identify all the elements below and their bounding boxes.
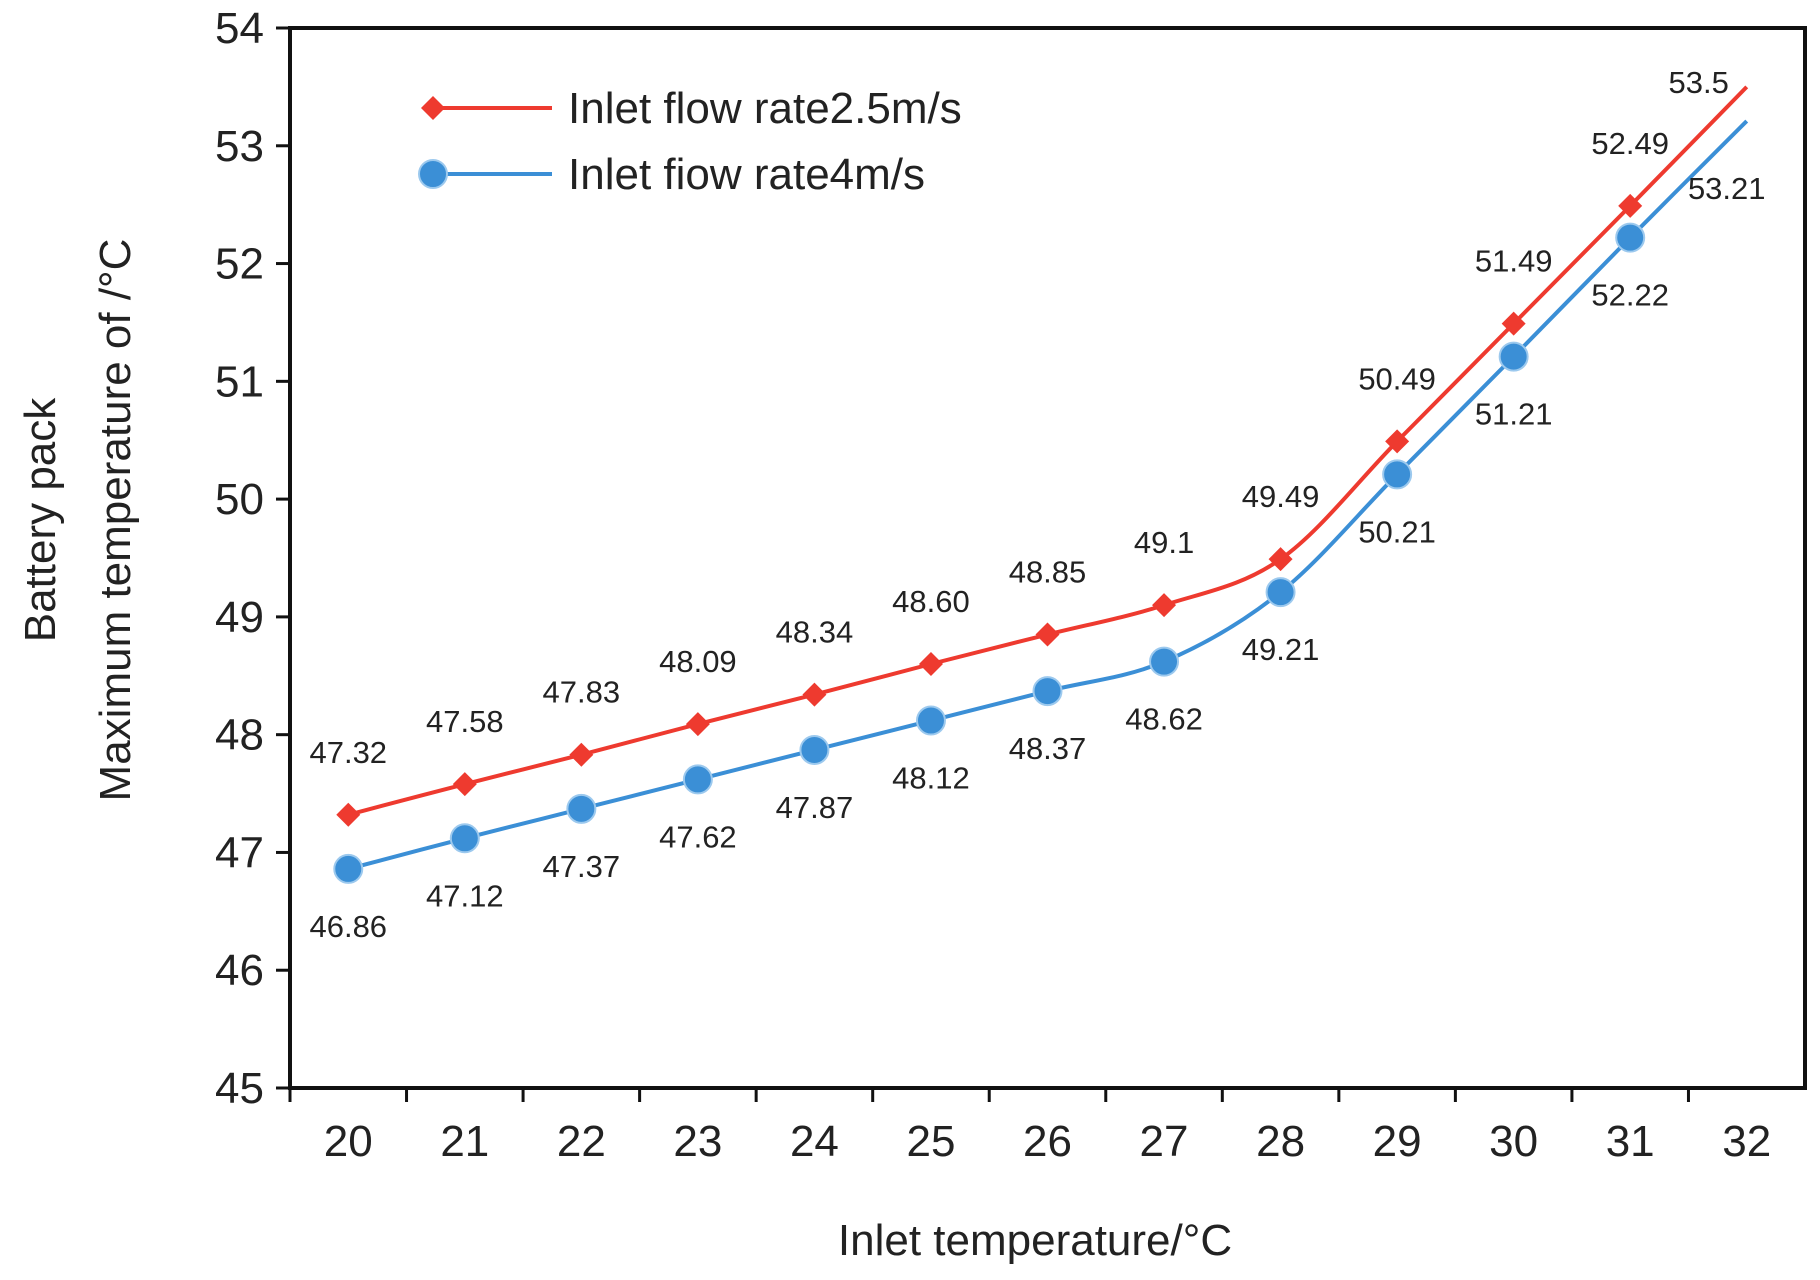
- data-label: 48.09: [659, 644, 737, 679]
- data-label: 48.34: [776, 615, 854, 650]
- data-label: 51.21: [1475, 397, 1553, 432]
- data-label: 53.5: [1669, 65, 1729, 100]
- data-point: [1501, 311, 1526, 336]
- legend-marker: [421, 96, 445, 120]
- y-tick-label: 53: [215, 122, 264, 171]
- data-label: 48.12: [892, 761, 970, 796]
- data-label: 47.87: [776, 790, 854, 825]
- data-point: [449, 823, 480, 854]
- y-axis-title-line1: Battery pack: [16, 397, 65, 643]
- y-tick-label: 47: [215, 828, 264, 877]
- y-tick-label: 49: [215, 593, 264, 642]
- legend-label: Inlet fiow rate4m/s: [568, 150, 925, 199]
- data-point: [1498, 341, 1529, 372]
- x-axis-title: Inlet temperature/°C: [838, 1216, 1232, 1265]
- x-tick-label: 20: [324, 1117, 373, 1166]
- data-label: 46.86: [309, 909, 387, 944]
- x-tick-label: 29: [1373, 1117, 1422, 1166]
- data-point: [1618, 193, 1643, 218]
- data-point: [802, 682, 827, 707]
- x-tick-label: 25: [906, 1117, 955, 1166]
- legend-label: Inlet flow rate2.5m/s: [568, 84, 962, 133]
- data-point: [452, 772, 477, 797]
- legend-marker: [418, 159, 448, 189]
- data-label: 49.21: [1242, 632, 1320, 667]
- data-label: 52.49: [1591, 126, 1669, 161]
- data-label: 47.37: [543, 849, 621, 884]
- x-tick-label: 22: [557, 1117, 606, 1166]
- data-label: 48.60: [892, 584, 970, 619]
- data-point: [569, 742, 594, 767]
- data-label: 48.37: [1009, 731, 1087, 766]
- x-tick-label: 31: [1606, 1117, 1655, 1166]
- data-point: [1152, 593, 1177, 618]
- y-tick-label: 46: [215, 946, 264, 995]
- data-point: [1615, 222, 1646, 253]
- data-label: 52.22: [1591, 278, 1669, 313]
- data-label: 51.49: [1475, 244, 1553, 279]
- data-point: [918, 652, 943, 676]
- x-tick-label: 24: [790, 1117, 839, 1166]
- data-point: [333, 853, 364, 884]
- data-label: 47.32: [309, 735, 387, 770]
- y-tick-label: 45: [215, 1064, 264, 1113]
- data-point: [1268, 547, 1293, 572]
- data-point: [1382, 459, 1413, 490]
- data-label: 48.62: [1125, 702, 1203, 737]
- data-label: 49.1: [1134, 525, 1194, 560]
- data-point: [1035, 622, 1060, 647]
- x-tick-label: 27: [1140, 1117, 1189, 1166]
- data-point: [336, 802, 361, 827]
- y-tick-label: 54: [215, 4, 264, 53]
- x-tick-label: 26: [1023, 1117, 1072, 1166]
- x-tick-label: 23: [673, 1117, 722, 1166]
- data-label: 47.83: [543, 675, 621, 710]
- x-tick-label: 28: [1256, 1117, 1305, 1166]
- data-label: 47.62: [659, 819, 737, 854]
- data-point: [566, 793, 597, 824]
- y-tick-label: 50: [215, 475, 264, 524]
- data-label: 49.49: [1242, 479, 1320, 514]
- y-tick-label: 51: [215, 357, 264, 406]
- x-tick-label: 30: [1489, 1117, 1538, 1166]
- data-point: [915, 705, 946, 736]
- y-axis-title: Battery pack Maximum temperature of /°C: [16, 239, 140, 802]
- data-label: 48.85: [1009, 555, 1087, 590]
- y-tick-label: 48: [215, 711, 264, 760]
- x-tick-label: 32: [1722, 1117, 1771, 1166]
- data-label: 53.21: [1688, 171, 1766, 206]
- data-point: [1385, 429, 1410, 454]
- data-label: 50.49: [1358, 361, 1436, 396]
- data-point: [799, 734, 830, 765]
- x-tick-label: 21: [440, 1117, 489, 1166]
- data-label: 47.58: [426, 704, 504, 739]
- plot-frame: [288, 26, 1807, 1090]
- data-point: [682, 764, 713, 795]
- y-axis-title-line2: Maximum temperature of /°C: [91, 239, 140, 802]
- data-point: [1032, 676, 1063, 707]
- data-label: 47.12: [426, 878, 504, 913]
- y-tick-label: 52: [215, 240, 264, 289]
- data-label: 50.21: [1358, 514, 1436, 549]
- data-point: [685, 712, 710, 737]
- data-point: [1149, 646, 1180, 677]
- data-point: [1265, 577, 1296, 608]
